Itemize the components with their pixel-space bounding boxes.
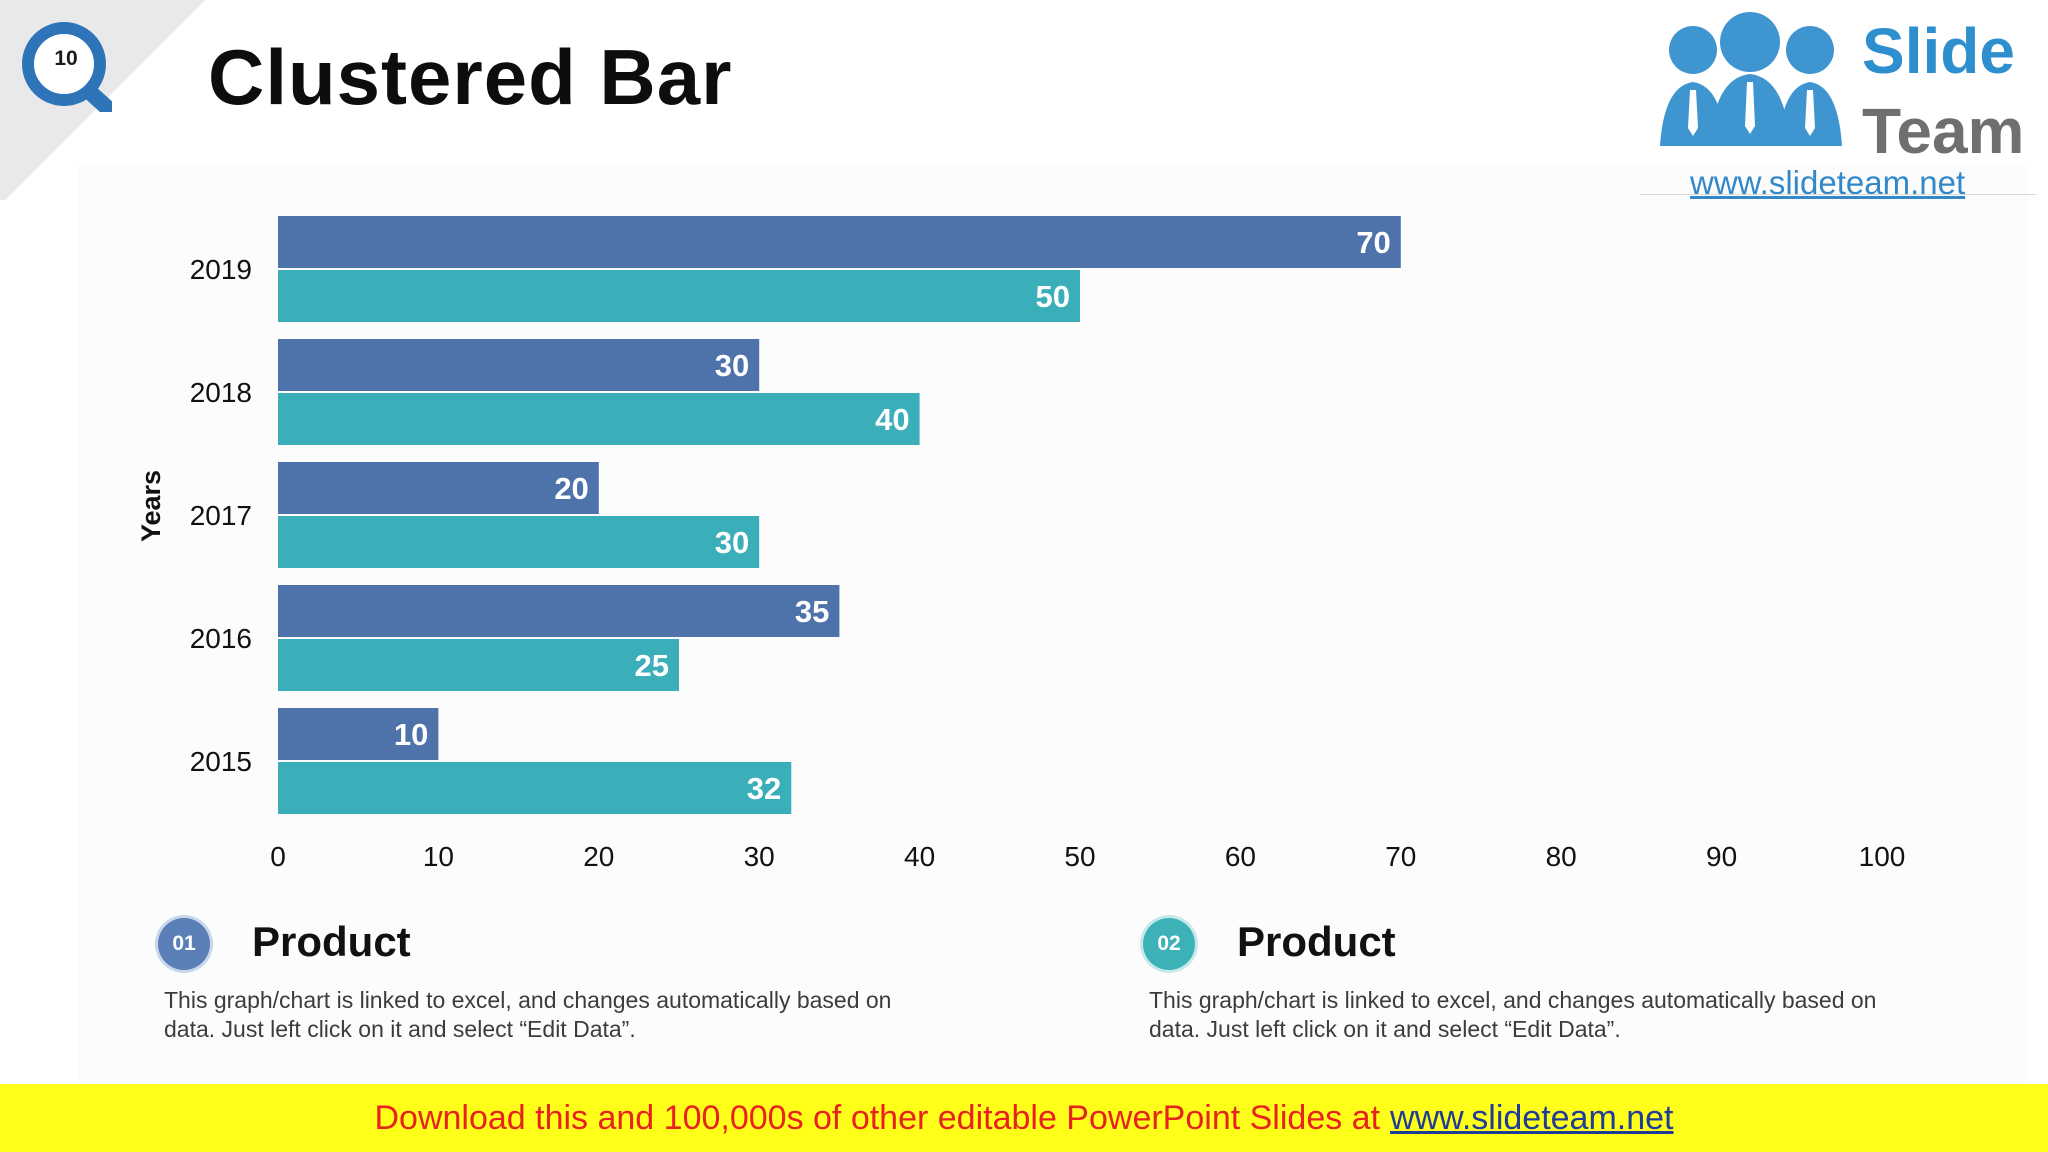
data-label-2017-series-1: 20 — [554, 471, 588, 506]
y-axis-label: Years — [136, 470, 166, 542]
logo-team-text: Team — [1862, 95, 2025, 167]
bar-2017-series-2 — [278, 516, 760, 568]
x-tick-label-20: 20 — [583, 841, 614, 872]
banner-link[interactable]: www.slideteam.net — [1390, 1098, 1674, 1137]
x-tick-label-10: 10 — [423, 841, 454, 872]
page-number: 10 — [54, 47, 78, 70]
magnifier-icon — [22, 22, 112, 112]
bar-2016-series-2 — [278, 639, 679, 691]
logo-slide-text: Slide — [1862, 15, 2015, 87]
category-label-2019: 2019 — [190, 254, 252, 285]
data-label-2019-series-1: 70 — [1356, 225, 1390, 260]
legend-description-02: This graph/chart is linked to excel, and… — [1149, 987, 1877, 1042]
data-label-2018-series-2: 40 — [875, 402, 909, 437]
legend-title-02: Product — [1237, 918, 1396, 965]
bar-2015-series-1 — [278, 708, 439, 760]
data-label-2015-series-1: 10 — [394, 717, 428, 752]
bar-2016-series-1 — [278, 585, 840, 637]
legend-title-01: Product — [252, 918, 411, 965]
legend-number-02: 02 — [1143, 918, 1195, 970]
x-tick-label-30: 30 — [744, 841, 775, 872]
bar-2018-series-1 — [278, 339, 760, 391]
x-tick-label-40: 40 — [904, 841, 935, 872]
data-label-2016-series-2: 25 — [635, 648, 669, 683]
data-label-2016-series-1: 35 — [795, 594, 829, 629]
bar-2019-series-1 — [278, 216, 1401, 268]
x-tick-label-100: 100 — [1859, 841, 1906, 872]
data-label-2017-series-2: 30 — [715, 525, 749, 560]
download-banner: Download this and 100,000s of other edit… — [0, 1084, 2048, 1152]
data-label-2018-series-1: 30 — [715, 348, 749, 383]
category-label-2015: 2015 — [190, 746, 252, 777]
x-tick-label-80: 80 — [1546, 841, 1577, 872]
category-label-2018: 2018 — [190, 377, 252, 408]
legend-description-01: This graph/chart is linked to excel, and… — [164, 987, 892, 1042]
data-label-2019-series-2: 50 — [1036, 279, 1070, 314]
bar-2015-series-2 — [278, 762, 792, 814]
bar-2017-series-1 — [278, 462, 599, 514]
slideteam-people-icon — [1660, 12, 1842, 146]
legend-number-01: 01 — [158, 918, 210, 970]
logo-divider — [1640, 194, 2036, 195]
category-label-2017: 2017 — [190, 500, 252, 531]
page-title: Clustered Bar — [208, 33, 733, 121]
x-tick-label-60: 60 — [1225, 841, 1256, 872]
category-label-2016: 2016 — [190, 623, 252, 654]
bar-2019-series-2 — [278, 270, 1080, 322]
x-tick-label-90: 90 — [1706, 841, 1737, 872]
x-tick-label-0: 0 — [270, 841, 286, 872]
x-tick-label-50: 50 — [1064, 841, 1095, 872]
data-label-2015-series-2: 32 — [747, 771, 781, 806]
x-tick-label-70: 70 — [1385, 841, 1416, 872]
bar-2018-series-2 — [278, 393, 920, 445]
banner-text: Download this and 100,000s of other edit… — [374, 1098, 1381, 1137]
